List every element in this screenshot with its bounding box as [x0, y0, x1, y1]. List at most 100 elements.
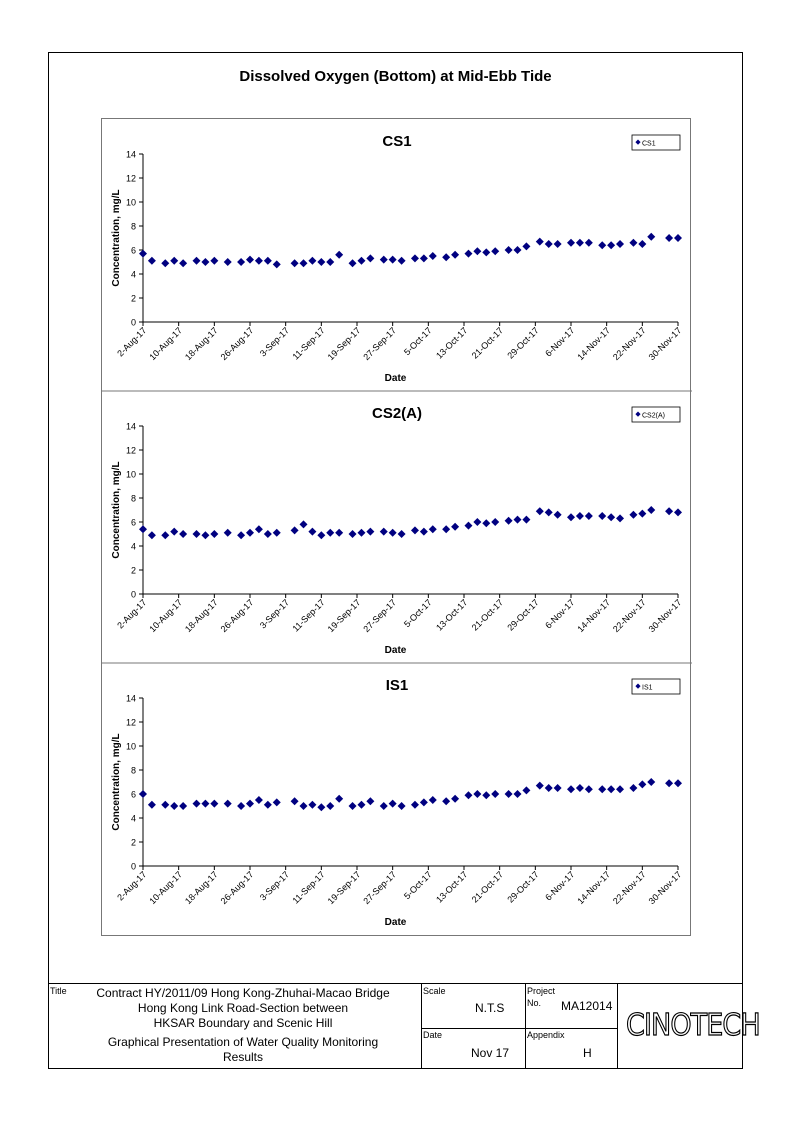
data-point [272, 528, 281, 537]
data-point [464, 521, 473, 530]
data-point [629, 238, 638, 247]
data-point [607, 241, 616, 250]
x-tick-label: 26-Aug-17 [219, 869, 256, 906]
data-point [388, 255, 397, 264]
data-point [584, 238, 593, 247]
data-point [473, 247, 482, 256]
legend-label: IS1 [642, 685, 653, 692]
data-point [317, 803, 326, 812]
data-point [299, 520, 308, 529]
x-tick-label: 10-Aug-17 [147, 597, 184, 634]
y-axis-label: Concentration, mg/L [111, 461, 122, 558]
data-point [237, 258, 246, 266]
data-point [419, 527, 428, 536]
data-point [139, 249, 147, 258]
data-point [179, 530, 188, 538]
title-label: Title [50, 986, 67, 996]
x-tick-label: 19-Sep-17 [326, 325, 363, 362]
data-point [607, 513, 616, 522]
x-tick-label: 30-Nov-17 [647, 597, 684, 634]
data-point [201, 531, 210, 540]
data-point [192, 530, 201, 538]
appendix-label: Appendix [527, 1030, 565, 1040]
data-point [210, 256, 219, 265]
data-point [504, 246, 513, 254]
data-point [442, 525, 451, 534]
data-point [366, 254, 375, 263]
y-tick-label: 0 [131, 862, 136, 872]
data-point [335, 794, 344, 803]
legend: CS2(A) [631, 406, 681, 423]
data-point [544, 508, 553, 517]
data-point [451, 522, 460, 531]
data-point [237, 802, 246, 810]
data-point [544, 784, 553, 792]
data-point [290, 526, 299, 535]
data-point [491, 518, 500, 526]
y-tick-label: 6 [131, 518, 136, 528]
data-point [237, 531, 246, 540]
data-point [366, 797, 375, 806]
data-point [513, 246, 522, 254]
scale-cell: Scale N.T.S [421, 984, 525, 1028]
data-point [419, 254, 428, 263]
y-tick-label: 10 [126, 470, 136, 480]
data-point [428, 525, 437, 534]
data-point [553, 784, 562, 792]
project-label: Project [527, 986, 556, 996]
data-point [308, 527, 317, 536]
data-point [598, 512, 607, 520]
data-point [647, 506, 656, 514]
y-tick-label: 6 [131, 790, 136, 800]
data-point [464, 249, 473, 258]
data-point [553, 510, 562, 519]
data-point [147, 800, 156, 809]
x-tick-label: 3-Sep-17 [258, 325, 291, 358]
x-tick-label: 30-Nov-17 [647, 325, 684, 362]
legend-marker [635, 139, 641, 145]
data-point [674, 234, 682, 242]
y-tick-label: 2 [131, 566, 136, 576]
data-point [317, 531, 326, 540]
data-point [170, 802, 179, 810]
data-point [263, 256, 272, 265]
x-tick-label: 5-Oct-17 [402, 597, 434, 629]
data-point [147, 256, 156, 265]
x-tick-label: 21-Oct-17 [470, 597, 505, 632]
y-tick-label: 10 [126, 742, 136, 752]
data-point [419, 798, 428, 807]
x-tick-label: 5-Oct-17 [402, 869, 434, 901]
x-tick-label: 19-Sep-17 [326, 869, 363, 906]
data-point [638, 509, 647, 518]
data-point [379, 255, 388, 264]
data-point [357, 800, 366, 809]
data-point [161, 800, 170, 809]
data-point [491, 790, 500, 798]
data-point [179, 259, 188, 268]
title-line-5: Results [222, 1050, 263, 1064]
x-axis-label: Date [385, 645, 407, 656]
data-point [246, 528, 254, 537]
data-point [598, 241, 607, 250]
charts-svg: CS1 CS1 0 2 4 6 8 10 12 14 Concentration, mg/L 2-Au… [102, 133, 692, 928]
date-cell: Date Nov 17 [421, 1028, 525, 1070]
title-block: Title Contract HY/2011/09 Hong Kong-Zhuh… [48, 983, 743, 1069]
scale-label: Scale [423, 986, 446, 996]
chart-1: CS2(A) CS2(A) 0 2 4 6 8 10 12 14 Concentration, mg… [102, 390, 692, 656]
data-point [254, 256, 263, 265]
data-point [246, 255, 254, 264]
y-tick-label: 10 [126, 198, 136, 208]
project-no-label: No. [527, 998, 542, 1008]
x-tick-label: 6-Nov-17 [543, 869, 576, 902]
data-point [535, 507, 544, 516]
x-tick-label: 2-Aug-17 [115, 869, 148, 902]
x-tick-label: 3-Sep-17 [258, 597, 291, 630]
data-point [335, 528, 344, 537]
x-tick-label: 13-Oct-17 [434, 869, 469, 904]
data-point [428, 796, 437, 804]
y-tick-label: 8 [131, 494, 136, 504]
data-point [598, 785, 607, 794]
title-line-3: HKSAR Boundary and Scenic Hill [153, 1016, 333, 1030]
data-point [357, 256, 366, 265]
data-point [299, 802, 308, 810]
